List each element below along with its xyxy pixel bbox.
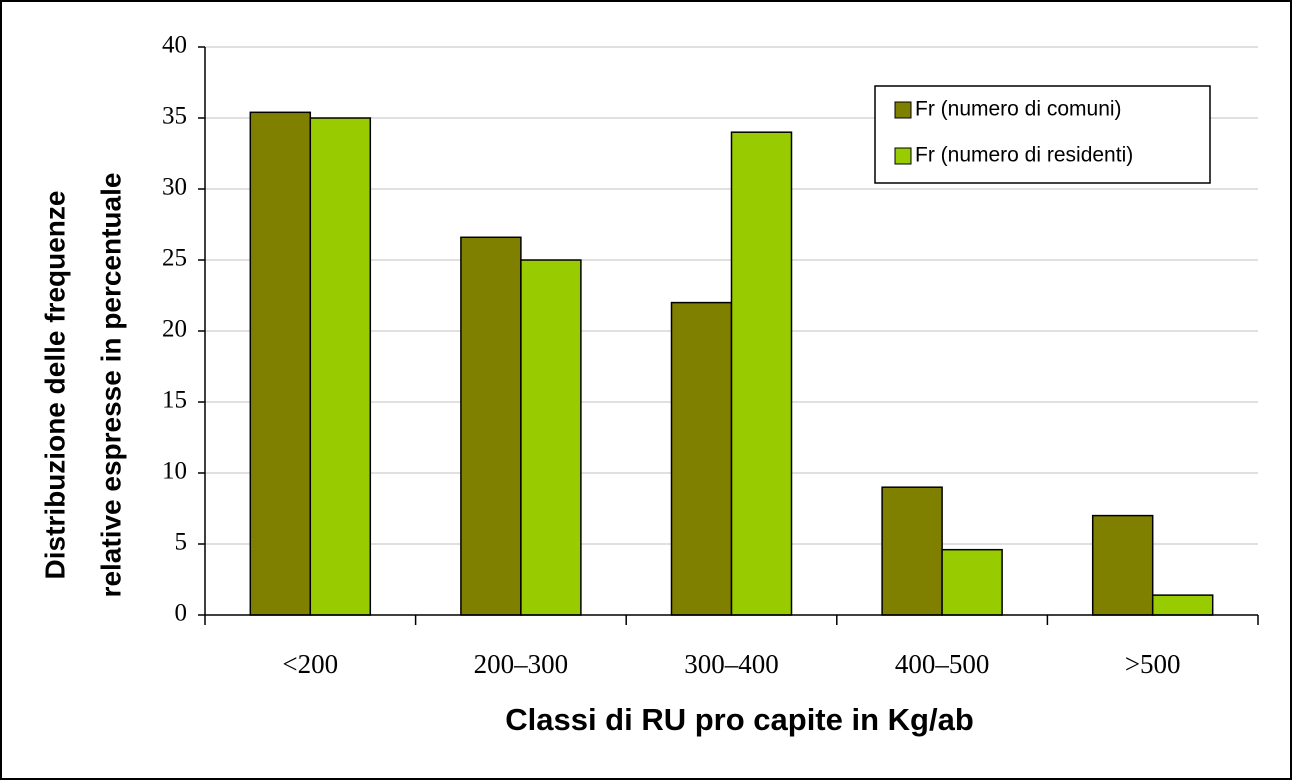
y-tick-label: 40: [162, 32, 187, 59]
y-tick-label: 25: [162, 245, 187, 272]
legend-box: [874, 85, 1211, 184]
bar: [460, 236, 522, 616]
bar: [309, 117, 372, 616]
bar: [881, 486, 943, 616]
y-axis-title-line: relative espresse in percentuale: [95, 173, 126, 598]
legend-swatch: [894, 147, 912, 165]
bar: [730, 131, 793, 616]
legend-label: Fr (numero di comuni): [915, 98, 1122, 121]
y-tick-label: 35: [162, 103, 187, 130]
y-axis-title: Distribuzione delle frequenze relative es…: [39, 173, 126, 598]
bar: [1091, 514, 1154, 616]
y-axis-title-line: Distribuzione delle frequenze: [39, 191, 70, 580]
x-tick-label: 200–300: [474, 649, 569, 679]
bar: [520, 259, 582, 616]
x-tick-label: >500: [1125, 649, 1181, 679]
bar: [670, 301, 733, 616]
y-tick-label: 5: [175, 529, 188, 556]
y-tick-label: 0: [175, 600, 188, 627]
bar: [1151, 594, 1214, 616]
x-axis-title: Classi di RU pro capite in Kg/ab: [505, 702, 974, 737]
x-tick-label: 400–500: [895, 649, 990, 679]
bar: [249, 111, 312, 616]
legend-swatch: [894, 101, 912, 119]
y-tick-label: 30: [162, 174, 187, 201]
y-tick-label: 20: [162, 316, 187, 343]
y-tick-label: 10: [162, 458, 187, 485]
y-tick-label: 15: [162, 387, 187, 414]
x-tick-label: 300–400: [684, 649, 779, 679]
x-tick-label: <200: [282, 649, 338, 679]
legend-label: Fr (numero di residenti): [915, 144, 1133, 167]
bar: [941, 548, 1003, 616]
